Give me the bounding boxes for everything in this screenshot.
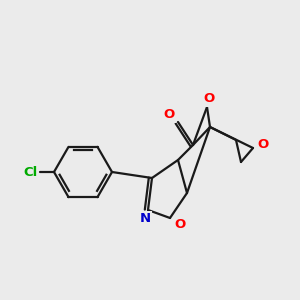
- Text: O: O: [203, 92, 214, 106]
- Text: O: O: [257, 139, 268, 152]
- Text: N: N: [140, 212, 151, 226]
- Text: O: O: [164, 109, 175, 122]
- Text: O: O: [174, 218, 186, 232]
- Text: Cl: Cl: [23, 166, 37, 178]
